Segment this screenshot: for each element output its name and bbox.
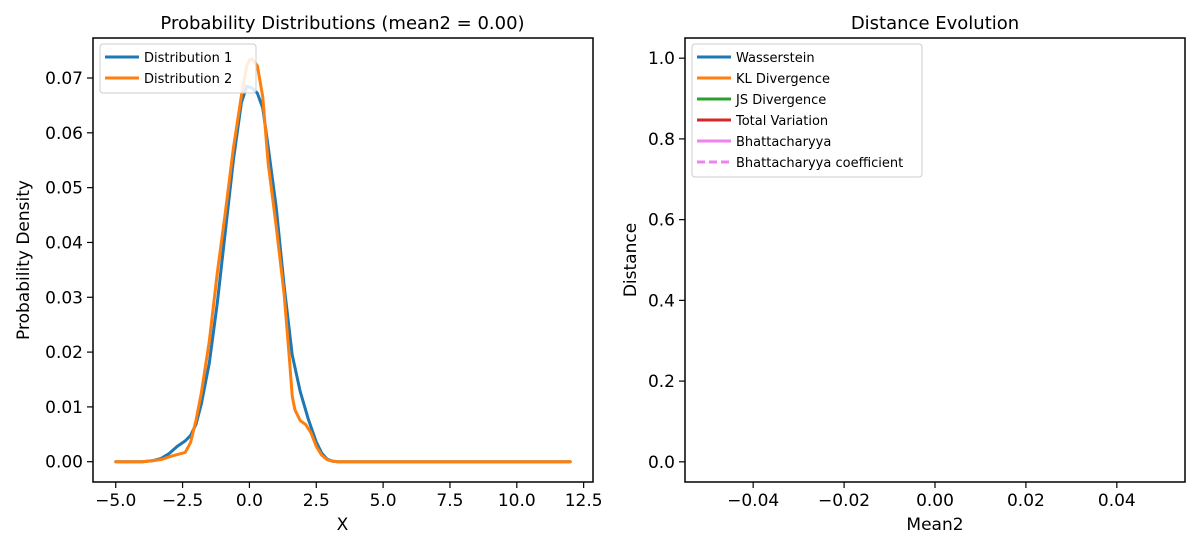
distributions-y-tick-label: 0.03 bbox=[45, 288, 83, 308]
distance-x-tick-label: 0.00 bbox=[916, 491, 954, 511]
distance-title: Distance Evolution bbox=[851, 13, 1019, 34]
distance-y-tick-label: 0.0 bbox=[648, 453, 675, 473]
distributions-x-tick-label: −2.5 bbox=[162, 491, 203, 511]
distance-y-tick-label: 0.8 bbox=[648, 130, 675, 150]
distance-y-tick-label: 0.6 bbox=[648, 211, 675, 231]
distance-y-tick-label: 0.4 bbox=[648, 291, 675, 311]
distance-legend-label: Bhattacharyya bbox=[736, 135, 831, 150]
distance-legend-frame bbox=[691, 43, 923, 178]
distance-panel: Distance Evolution Mean2 Distance −0.04−… bbox=[621, 13, 1186, 535]
distributions-y-label: Probability Density bbox=[14, 180, 34, 340]
distributions-x-tick-label: −5.0 bbox=[95, 491, 136, 511]
distributions-y-tick-label: 0.02 bbox=[45, 343, 83, 363]
distributions-legend-label: Distribution 1 bbox=[144, 51, 232, 66]
distributions-ticks: −5.0 −2.5 0.0 2.5 5.0 7.5 10.0 12.5 0.00 0.01 0.02… bbox=[45, 69, 602, 511]
distance-x-label: Mean2 bbox=[906, 515, 963, 535]
distance-x-tick-label: −0.04 bbox=[727, 491, 779, 511]
distance-legend: Wasserstein KL Divergence JS Divergence Tot… bbox=[691, 43, 923, 178]
distance-y-label: Distance bbox=[621, 223, 641, 297]
distributions-y-tick-label: 0.01 bbox=[45, 398, 83, 418]
distributions-x-tick-label: 7.5 bbox=[436, 491, 463, 511]
distributions-x-tick-label: 10.0 bbox=[498, 491, 536, 511]
distance-y-tick-label: 0.2 bbox=[648, 372, 675, 392]
distance-x-tick-label: −0.02 bbox=[818, 491, 870, 511]
distance-x-tick-label: 0.02 bbox=[1007, 491, 1045, 511]
distance-legend-label: Bhattacharyya coefficient bbox=[736, 156, 903, 171]
distributions-panel: Probability Distributions (mean2 = 0.00)… bbox=[14, 13, 603, 535]
distance-y-tick-label: 1.0 bbox=[648, 49, 675, 69]
distance-legend-label: Total Variation bbox=[735, 114, 828, 129]
distance-axes-frame bbox=[684, 37, 1186, 483]
distributions-x-tick-label: 0.0 bbox=[236, 491, 263, 511]
distributions-y-tick-label: 0.06 bbox=[45, 124, 83, 144]
distance-x-tick-label: 0.04 bbox=[1098, 491, 1136, 511]
distributions-x-tick-label: 5.0 bbox=[370, 491, 397, 511]
distance-legend-label: JS Divergence bbox=[735, 93, 826, 108]
distributions-plot-area bbox=[114, 57, 572, 464]
distance-legend-label: Wasserstein bbox=[736, 51, 815, 66]
distributions-x-label: X bbox=[337, 515, 349, 535]
distributions-legend-label: Distribution 2 bbox=[144, 72, 232, 87]
distributions-x-tick-label: 12.5 bbox=[565, 491, 603, 511]
distributions-y-tick-label: 0.04 bbox=[45, 233, 83, 253]
distributions-x-tick-label: 2.5 bbox=[303, 491, 330, 511]
distributions-title: Probability Distributions (mean2 = 0.00) bbox=[160, 13, 524, 34]
distributions-series-line-distribution-2 bbox=[114, 57, 572, 464]
distributions-y-tick-label: 0.00 bbox=[45, 453, 83, 473]
distributions-y-tick-label: 0.05 bbox=[45, 179, 83, 199]
distributions-legend: Distribution 1 Distribution 2 bbox=[99, 43, 257, 94]
distance-legend-label: KL Divergence bbox=[736, 72, 830, 87]
distance-ticks: −0.04 −0.02 0.00 0.02 0.04 0.0 0.2 0.4 0.6 0.8 1.0 bbox=[648, 49, 1136, 511]
distributions-axes-frame bbox=[92, 37, 594, 483]
distributions-y-tick-label: 0.07 bbox=[45, 69, 83, 89]
